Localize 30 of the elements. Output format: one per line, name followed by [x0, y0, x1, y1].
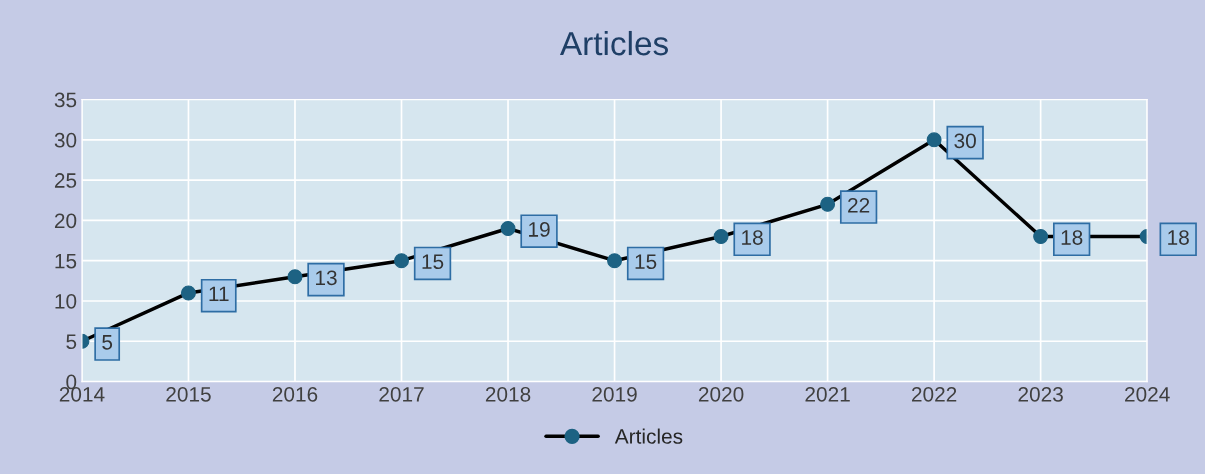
data-label: 18: [1168, 230, 1189, 245]
x-tick-label: 2017: [379, 386, 424, 402]
y-tick-label: 20: [54, 213, 77, 229]
x-tick-label: 2016: [272, 386, 318, 402]
data-label: 15: [635, 254, 657, 270]
x-tick-label: 2024: [1125, 386, 1170, 402]
data-label: 15: [422, 254, 444, 270]
x-tick-label: 2019: [592, 386, 637, 402]
data-label: 13: [316, 270, 337, 286]
x-tick-label: 2022: [911, 386, 957, 402]
data-label: 5: [102, 335, 113, 350]
y-tick-label: 5: [66, 334, 77, 350]
data-label: 11: [209, 286, 229, 302]
data-label: 30: [954, 133, 976, 149]
x-tick-label: 2023: [1018, 386, 1063, 402]
x-tick-label: 2020: [698, 386, 744, 402]
data-label: 22: [848, 197, 870, 213]
data-label: 19: [529, 222, 550, 237]
y-tick-label: 15: [55, 253, 77, 269]
chart-title: Articles: [559, 30, 668, 56]
legend-label: Articles: [614, 428, 683, 444]
data-label: 18: [742, 230, 763, 245]
y-tick-label: 35: [54, 92, 77, 108]
y-tick-label: 10: [55, 293, 77, 309]
data-label: 18: [1061, 230, 1083, 245]
x-tick-label: 2015: [166, 386, 211, 402]
y-tick-label: 30: [54, 132, 77, 148]
x-tick-label: 2018: [485, 386, 531, 402]
x-tick-label: 2021: [805, 386, 850, 402]
y-tick-label: 25: [54, 173, 77, 188]
